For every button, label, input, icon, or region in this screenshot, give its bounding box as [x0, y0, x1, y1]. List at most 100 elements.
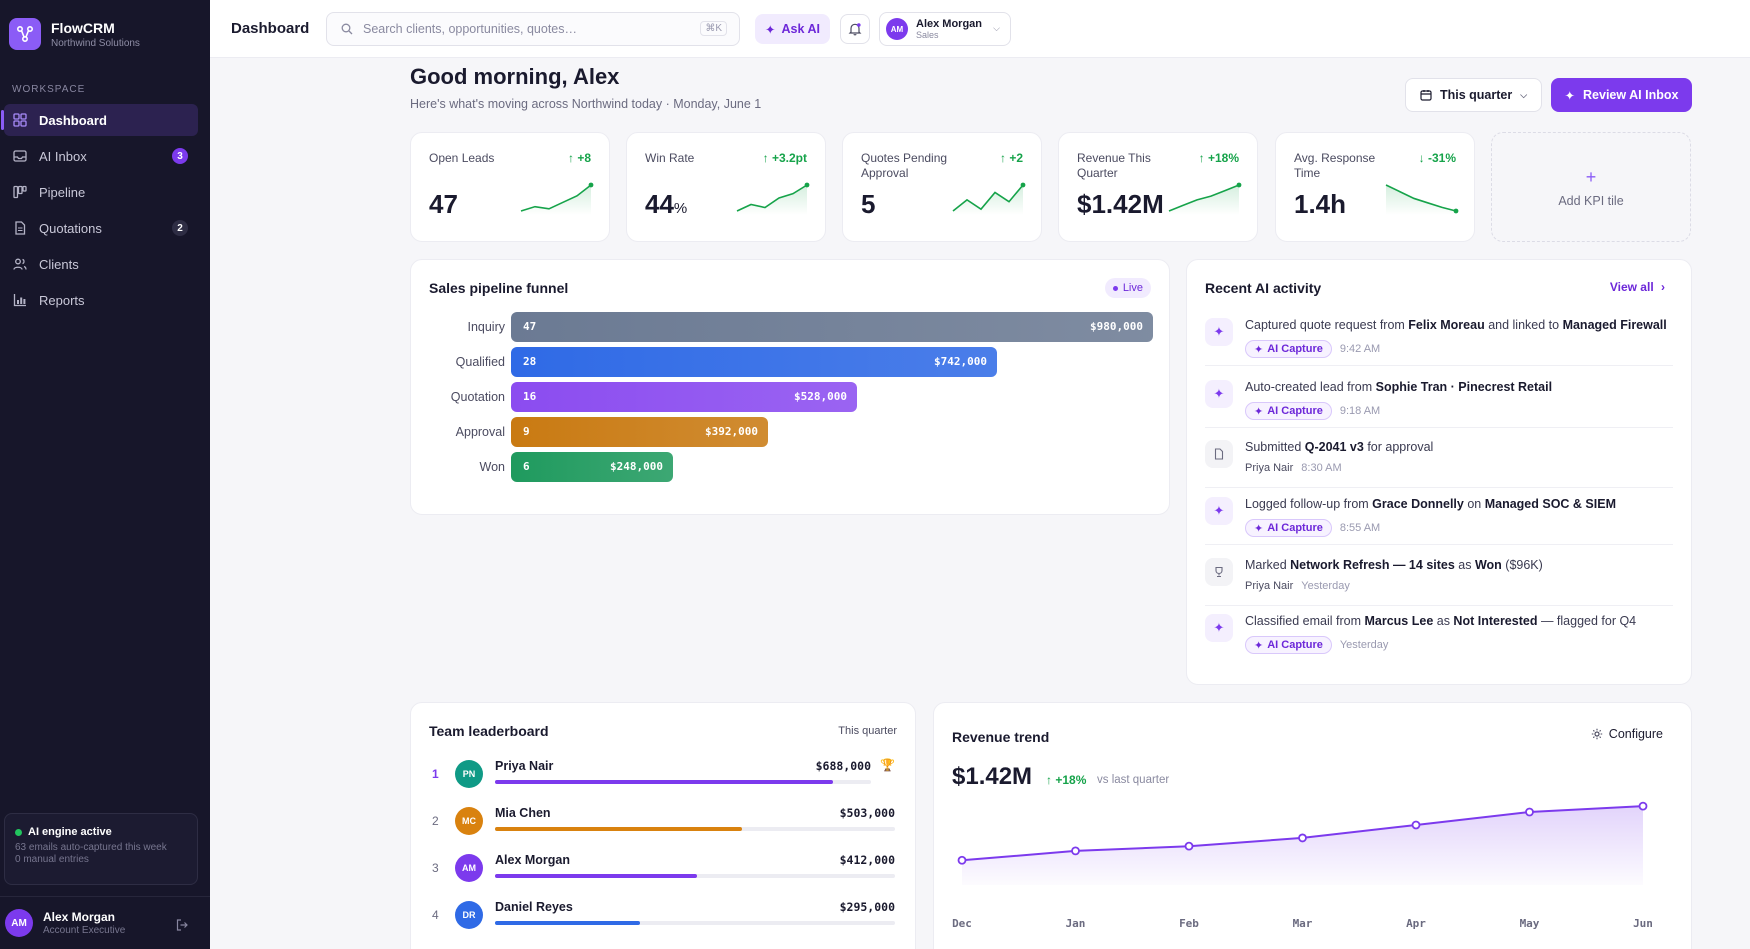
leaderboard-row[interactable]: 3 AM Alex Morgan $412,000: [429, 847, 895, 887]
kpi-delta: ↑ +8: [567, 151, 591, 165]
revenue-area: [962, 806, 1643, 885]
funnel-stage[interactable]: Approval 9 $392,000: [411, 417, 1171, 447]
activity-text-part: Submitted: [1245, 440, 1305, 454]
activity-actor: Priya Nair: [1245, 462, 1294, 474]
leaderboard-name: Alex Morgan: [495, 853, 571, 867]
kpi-value: 47: [429, 189, 458, 219]
activity-entity: Won: [1474, 558, 1502, 572]
activity-text-part: on: [1463, 497, 1485, 511]
sidebar-item-label: AI Inbox: [39, 148, 87, 164]
activity-item[interactable]: Marked Network Refresh — 14 sites as Won…: [1205, 558, 1673, 598]
team-leaderboard-card: Team leaderboard This quarter 1 PN Priya N…: [410, 702, 916, 949]
sidebar-item-ai-inbox[interactable]: AI Inbox 3: [4, 140, 198, 172]
activity-text-part: ($96K): [1501, 558, 1543, 572]
kpi-tile[interactable]: Win Rate ↑ +3.2pt 44%: [626, 132, 826, 242]
leaderboard-row[interactable]: 2 MC Mia Chen $503,000: [429, 800, 895, 840]
activity-entity: Q-2041 v3: [1304, 440, 1364, 454]
activity-item[interactable]: Submitted Q-2041 v3 for approval Priya Na…: [1205, 440, 1673, 480]
funnel-stage[interactable]: Qualified 28 $742,000: [411, 347, 1171, 377]
funnel-count: 47: [523, 320, 537, 333]
leaderboard-title: Team leaderboard: [429, 723, 549, 739]
activity-text-part: and linked to: [1484, 318, 1563, 332]
x-tick-label: Apr: [1406, 917, 1426, 930]
kpi-tile[interactable]: Open Leads ↑ +8 47: [410, 132, 610, 242]
sparkline-line: [520, 184, 592, 212]
configure-button[interactable]: Configure: [1591, 727, 1663, 741]
activity-item[interactable]: ✦ Captured quote request from Felix Morea…: [1205, 318, 1673, 358]
sidebar-item-label: Dashboard: [39, 112, 107, 128]
gear-icon: [1591, 728, 1602, 740]
review-ai-inbox-button[interactable]: ✦ Review AI Inbox: [1551, 78, 1692, 112]
revenue-point[interactable]: [957, 855, 967, 865]
sparkline-line: [1168, 184, 1240, 212]
leaderboard-bar: [495, 780, 833, 784]
leaderboard-row[interactable]: 1 PN Priya Nair $688,000 🏆: [429, 753, 895, 793]
period-select[interactable]: This quarter ⌵: [1405, 78, 1542, 112]
revenue-point[interactable]: [1298, 833, 1307, 843]
sidebar-user[interactable]: AM Alex Morgan Account Executive: [0, 896, 210, 949]
funnel-stage[interactable]: Quotation 16 $528,000: [411, 382, 1171, 412]
funnel-stage-label: Inquiry: [467, 320, 505, 334]
activity-item[interactable]: ✦ Classified email from Marcus Lee as Not…: [1205, 614, 1673, 654]
kpi-label: Avg. Response Time: [1294, 151, 1376, 180]
revenue-point[interactable]: [1638, 801, 1648, 811]
divider: [1205, 427, 1673, 428]
kpi-value: $1.42M: [1077, 189, 1164, 219]
sparkline-line: [736, 184, 808, 212]
sparkline-point: [804, 182, 810, 188]
funnel-stage[interactable]: Inquiry 47 $980,000: [411, 312, 1171, 342]
funnel-amount: $248,000: [610, 460, 663, 473]
user-name: Alex Morgan: [43, 910, 116, 924]
leaderboard-track: [495, 921, 895, 925]
activity-item[interactable]: ✦ Auto-created lead from Sophie Tran · Pi…: [1205, 380, 1673, 420]
leaderboard-rank: 4: [432, 908, 439, 922]
sparkle-icon: ✦: [1254, 522, 1264, 535]
view-all-link[interactable]: View all ›: [1609, 280, 1665, 294]
sidebar-item-reports[interactable]: Reports: [4, 284, 198, 316]
kpi-tile[interactable]: Revenue This Quarter ↑ +18% $1.42M: [1058, 132, 1258, 242]
avatar: PN: [455, 760, 483, 788]
ask-ai-button[interactable]: ✦ Ask AI: [755, 14, 830, 44]
sidebar-item-pipeline[interactable]: Pipeline: [4, 176, 198, 208]
sparkline-line: [952, 184, 1024, 212]
kpi-tile[interactable]: Avg. Response Time ↓ -31% 1.4h: [1275, 132, 1475, 242]
sidebar-item-quotations[interactable]: Quotations 2: [4, 212, 198, 244]
kpi-delta: ↑ +18%: [1198, 151, 1239, 165]
revenue-point[interactable]: [1184, 841, 1194, 851]
funnel-bar: 47 $980,000: [511, 312, 1153, 342]
activity-item[interactable]: ✦ Logged follow-up from Grace Donnelly on…: [1205, 497, 1673, 537]
sidebar-item-dashboard[interactable]: Dashboard: [1, 104, 198, 136]
revenue-point[interactable]: [1071, 846, 1080, 856]
kpi-sparkline: [1385, 184, 1459, 215]
sidebar: FlowCRM Northwind Solutions WORKSPACE Da…: [0, 0, 210, 949]
add-kpi-tile[interactable]: + Add KPI tile: [1491, 132, 1691, 242]
notifications-button[interactable]: [840, 14, 870, 44]
leaderboard-name: Daniel Reyes: [495, 900, 573, 914]
activity-text: Classified email from Marcus Lee as Not …: [1245, 614, 1636, 628]
sidebar-item-clients[interactable]: Clients: [4, 248, 198, 280]
plus-icon: +: [1585, 166, 1597, 187]
ai-engine-title: AI engine active: [28, 826, 112, 838]
activity-entity: Managed SOC & SIEM: [1484, 497, 1616, 511]
brand[interactable]: FlowCRM Northwind Solutions: [9, 18, 140, 50]
leaderboard-row[interactable]: 4 DR Daniel Reyes $295,000: [429, 894, 895, 934]
profile-menu[interactable]: AM Alex Morgan Sales ⌵: [879, 12, 1011, 46]
divider: [1205, 605, 1673, 606]
activity-text: Logged follow-up from Grace Donnelly on …: [1245, 497, 1616, 511]
revenue-point[interactable]: [1411, 820, 1421, 830]
funnel-count: 6: [523, 460, 530, 473]
leaderboard-track: [495, 827, 895, 831]
search-input[interactable]: Search clients, opportunities, quotes… ⌘…: [326, 12, 740, 46]
activity-meta: ✦ AI Capture 9:18 AM: [1245, 402, 1380, 420]
profile-name: Alex Morgan: [916, 18, 983, 30]
sparkline-point: [1453, 208, 1459, 214]
kpi-tile[interactable]: Quotes Pending Approval ↑ +2 5: [842, 132, 1042, 242]
leaderboard-rank: 3: [432, 861, 439, 875]
funnel-stage[interactable]: Won 6 $248,000: [411, 452, 1171, 482]
leaderboard-bar: [495, 921, 640, 925]
kpi-sparkline: [520, 182, 594, 215]
revenue-point[interactable]: [1525, 807, 1534, 817]
sparkle-icon: ✦: [1564, 88, 1576, 103]
logout-icon[interactable]: [176, 919, 188, 931]
greeting-title: Good morning, Alex: [410, 64, 620, 89]
